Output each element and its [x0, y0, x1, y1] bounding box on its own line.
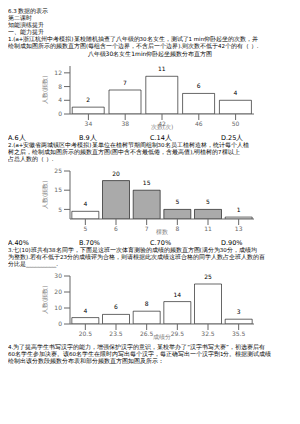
- html-text:B.70%: B.70%: [79, 239, 100, 247]
- svg-text:棵数: 棵数: [156, 228, 168, 235]
- svg-text:46: 46: [195, 120, 203, 127]
- html-text:为整数).若有不低于23分的成绩评为合格，则请根据此次成绩这: 为整数).若有不低于23分的成绩评为合格，则请根据此次成绩这班合格的同学人数占全…: [8, 254, 265, 260]
- svg-text:5: 5: [58, 206, 62, 213]
- html-text:6.3 数据的表示: 6.3 数据的表示: [8, 8, 49, 14]
- svg-text:34: 34: [85, 120, 93, 127]
- svg-text:35.5: 35.5: [232, 330, 246, 337]
- html-text:B.9人: B.9人: [79, 134, 97, 142]
- html-text:1.(a+浙江杭州中考模拟)某校随机抽查了八年级的30名女生: 1.(a+浙江杭州中考模拟)某校随机抽查了八年级的30名女生，测试了1 min仰…: [8, 36, 259, 42]
- svg-text:人数(频数): 人数(频数): [41, 180, 48, 209]
- svg-text:8: 8: [175, 225, 179, 232]
- svg-text:人数(频数): 人数(频数): [41, 75, 48, 104]
- svg-text:13: 13: [235, 225, 243, 232]
- svg-text:2: 2: [86, 96, 90, 103]
- html-text:4.为了提高学生书写汉字的能力，增强保护汉字的意识，某校举办: 4.为了提高学生书写汉字的能力，增强保护汉字的意识，某校举办了“汉字书写大赛”，…: [8, 344, 265, 350]
- svg-text:38: 38: [121, 120, 129, 127]
- svg-text:10: 10: [54, 304, 62, 311]
- html-text:第二课时: 第二课时: [8, 15, 32, 21]
- svg-text:32.5: 32.5: [201, 330, 215, 337]
- svg-text:25: 25: [204, 273, 212, 280]
- svg-text:30: 30: [54, 272, 62, 279]
- svg-text:12: 12: [54, 69, 62, 76]
- html-text:D.90%: D.90%: [221, 239, 243, 247]
- html-text:3.七(10)班共有38名同学，下面是这班一次体育测验的成绩: 3.七(10)班共有38名同学，下面是这班一次体育测验的成绩的频数直方图(满分为…: [8, 247, 257, 253]
- svg-text:20: 20: [54, 288, 62, 295]
- html-text:A.6人: A.6人: [8, 134, 26, 142]
- svg-text:50: 50: [232, 120, 240, 127]
- html-text:D.25人: D.25人: [221, 134, 244, 142]
- svg-text:14: 14: [174, 291, 182, 298]
- svg-text:0: 0: [58, 320, 62, 327]
- svg-text:26.5: 26.5: [140, 330, 154, 337]
- svg-text:8: 8: [58, 83, 62, 90]
- svg-text:11: 11: [204, 225, 212, 232]
- svg-text:8: 8: [145, 300, 149, 307]
- html-text:知能演练提升: 知能演练提升: [8, 22, 44, 28]
- html-text:2.(a+安徽省两城镇区中考模拟)某单位在植树节期间组制30: 2.(a+安徽省两城镇区中考模拟)某单位在植树节期间组制30名员工植树造林，统计…: [8, 142, 249, 148]
- svg-text:6: 6: [197, 82, 201, 89]
- svg-text:6: 6: [114, 303, 118, 310]
- svg-text:20: 20: [112, 170, 120, 177]
- svg-text:3: 3: [237, 308, 241, 315]
- html-text:C.70%: C.70%: [150, 239, 172, 247]
- html-text:60名学生参加决赛。该60名学生在限时内写出每个汉字，每正确: 60名学生参加决赛。该60名学生在限时内写出每个汉字，每正确写出一个汉字劗1分。…: [8, 351, 272, 357]
- svg-text:成绩分: 成绩分: [153, 333, 171, 340]
- svg-text:25: 25: [54, 167, 62, 174]
- html-text:分比是___________.: 分比是___________.: [8, 261, 58, 267]
- svg-text:29.5: 29.5: [171, 330, 185, 337]
- svg-text:7: 7: [145, 225, 149, 232]
- svg-text:人数(频数): 人数(频数): [41, 285, 48, 314]
- svg-text:5: 5: [206, 198, 210, 205]
- svg-text:20.5: 20.5: [79, 330, 93, 337]
- svg-text:5: 5: [175, 198, 179, 205]
- html-text:八年级30名女生1min仰卧起坐频数分布直方图: 八年级30名女生1min仰卧起坐频数分布直方图: [87, 50, 213, 57]
- svg-text:6: 6: [114, 225, 118, 232]
- html-text:绘制出该分数段频数分布表和部分频数直方图如图及所示：: 绘制出该分数段频数分布表和部分频数直方图如图及所示：: [8, 358, 164, 364]
- svg-text:11: 11: [158, 65, 166, 72]
- html-text:绘制成如图所示的频数直方图(每组含一个边界，不含后一个边界): 绘制成如图所示的频数直方图(每组含一个边界，不含后一个边界).则次数不低于42个…: [8, 43, 259, 49]
- svg-text:5: 5: [83, 225, 87, 232]
- svg-text:4: 4: [83, 200, 87, 207]
- svg-text:7: 7: [123, 79, 127, 86]
- svg-text:23.5: 23.5: [109, 330, 123, 337]
- html-text:一、能力提升: 一、能力提升: [8, 29, 44, 35]
- html-text:C.14人: C.14人: [150, 134, 172, 142]
- svg-text:4: 4: [58, 96, 62, 103]
- html-text:占总人数的（ ）.: 占总人数的（ ）.: [8, 156, 54, 162]
- svg-text:15: 15: [143, 179, 151, 186]
- svg-text:15: 15: [54, 186, 62, 193]
- html-text:A.40%: A.40%: [8, 239, 29, 247]
- svg-text:1: 1: [237, 206, 241, 213]
- svg-text:4: 4: [233, 89, 237, 96]
- html-text:树之后，绘制成如图所示的频数直方图(图中含不含最低倦，含最高: 树之后，绘制成如图所示的频数直方图(图中含不含最低倦，含最高值),明植树的7棵以…: [8, 149, 240, 155]
- svg-text:次数(次): 次数(次): [151, 123, 174, 130]
- svg-text:4: 4: [83, 307, 87, 314]
- svg-text:0: 0: [58, 110, 62, 117]
